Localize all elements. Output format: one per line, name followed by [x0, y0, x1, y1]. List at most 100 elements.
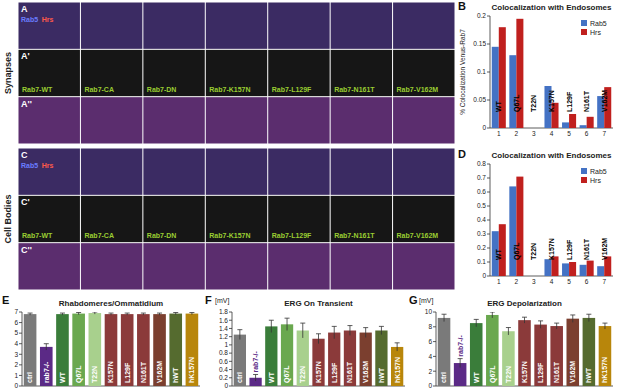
y-tick [19, 375, 22, 376]
micrograph [81, 243, 142, 289]
y-tick-label: 0.2 [219, 374, 228, 381]
error-bar [44, 344, 49, 350]
error-cap [363, 327, 368, 328]
micrograph [19, 97, 80, 143]
x-tick-label: 6 [585, 130, 589, 137]
title: Colocalization with Endosomes [491, 151, 612, 160]
category-label: WT [59, 371, 66, 383]
category-label: Q67L [283, 365, 291, 383]
row-letter: C [21, 150, 28, 160]
error-cap [60, 313, 65, 314]
y-axis [490, 16, 491, 128]
row-letter: A'' [21, 99, 32, 109]
error-bar [442, 314, 447, 321]
bar-annotation: V162M [601, 90, 608, 112]
error-bar [347, 326, 352, 336]
legend-swatch [581, 177, 587, 183]
error-bar [92, 312, 97, 314]
error-bar [285, 318, 290, 330]
micrograph [19, 50, 80, 96]
micrograph [81, 196, 142, 242]
error-bar [237, 330, 242, 340]
error-line [508, 328, 509, 335]
error-bar [253, 374, 258, 381]
labels: 1234567WTQ67LT22NK157NL129FN161TV162MRab… [495, 168, 607, 285]
category-label: hK157N [188, 357, 195, 383]
legend-swatch [581, 20, 587, 26]
y-tick-label: 0.8 [219, 349, 228, 356]
error-line [540, 321, 541, 328]
labels: ctrlrab7-/-WTQ67LT22NK157NL129FN161TV162… [236, 350, 400, 383]
bar [234, 335, 246, 386]
bar [534, 325, 547, 386]
y-tick-label: 8 [428, 323, 432, 330]
y-tick [487, 72, 490, 73]
y-tick [229, 386, 232, 387]
x-tick-label: 2 [515, 130, 519, 137]
error-cap [332, 326, 337, 327]
y-tick-label: 1.8 [219, 308, 228, 315]
category-label: ctrl [26, 372, 33, 383]
legend-label: Rab5 [590, 168, 607, 175]
bar [516, 177, 523, 276]
micrograph [206, 50, 267, 96]
category-label: rab7-/- [43, 361, 50, 383]
error-line [287, 318, 288, 330]
x-tick-label: 1 [497, 130, 501, 137]
bar [534, 128, 541, 129]
category-label: K157N [521, 361, 528, 383]
error-bar [189, 313, 194, 315]
micrograph [268, 243, 329, 289]
error-line [334, 326, 335, 338]
panel-letter: D [458, 148, 466, 160]
bar [502, 331, 515, 386]
error-line [397, 343, 398, 351]
micrograph [19, 3, 80, 49]
title: Rhabdomeres/Ommatidium [59, 299, 163, 308]
micrograph [206, 243, 267, 289]
error-bar [157, 313, 162, 315]
micrograph [81, 3, 142, 49]
y-tick [19, 354, 22, 355]
column-label: Rab7-L129F [272, 86, 312, 93]
y-tick-label: 1.6 [219, 317, 228, 324]
legend-label: Hrs [590, 29, 601, 36]
y-tick [19, 386, 22, 387]
error-bar [490, 312, 495, 318]
legend-swatch [581, 168, 587, 174]
error-bar [379, 326, 384, 334]
category-label: L129F [331, 362, 338, 383]
y-label: % Colocalization Venus-Rab7 [459, 29, 466, 115]
micrograph [206, 149, 267, 195]
error-cap [44, 343, 49, 344]
title: ERG On Transient [284, 299, 353, 308]
y-tick [487, 220, 490, 221]
y-tick [487, 276, 490, 277]
error-cap [28, 313, 33, 314]
micrograph [268, 3, 329, 49]
figure: SynapsesARab5HrsRab7-WTRab7-CARab7-DNRab… [0, 0, 617, 392]
bar [56, 314, 69, 386]
error-bar [76, 313, 81, 315]
y-tick-label: 6 [14, 319, 18, 326]
bar [587, 117, 594, 128]
y-tick [229, 377, 232, 378]
y-tick-label: 0.4 [219, 366, 228, 373]
bar [186, 314, 199, 386]
error-cap [269, 320, 274, 321]
category-label: T22N [91, 366, 98, 383]
y-tick-label: 0.6 [477, 188, 486, 195]
stain-label: Hrs [42, 16, 54, 23]
error-cap [379, 326, 384, 327]
chart: DColocalization with Endosomes00.10.20.3… [458, 148, 613, 285]
category-label: Q67L [489, 365, 497, 383]
x-tick-label: 5 [567, 130, 571, 137]
y-axis [436, 312, 437, 386]
micrograph [393, 50, 454, 96]
error-cap [316, 333, 321, 334]
category-label: K157N [315, 361, 322, 383]
panel-letter: F [205, 294, 212, 306]
stain-label: Hrs [42, 162, 54, 169]
column-label: Rab7-N161T [334, 86, 375, 93]
plot-area [492, 177, 611, 276]
